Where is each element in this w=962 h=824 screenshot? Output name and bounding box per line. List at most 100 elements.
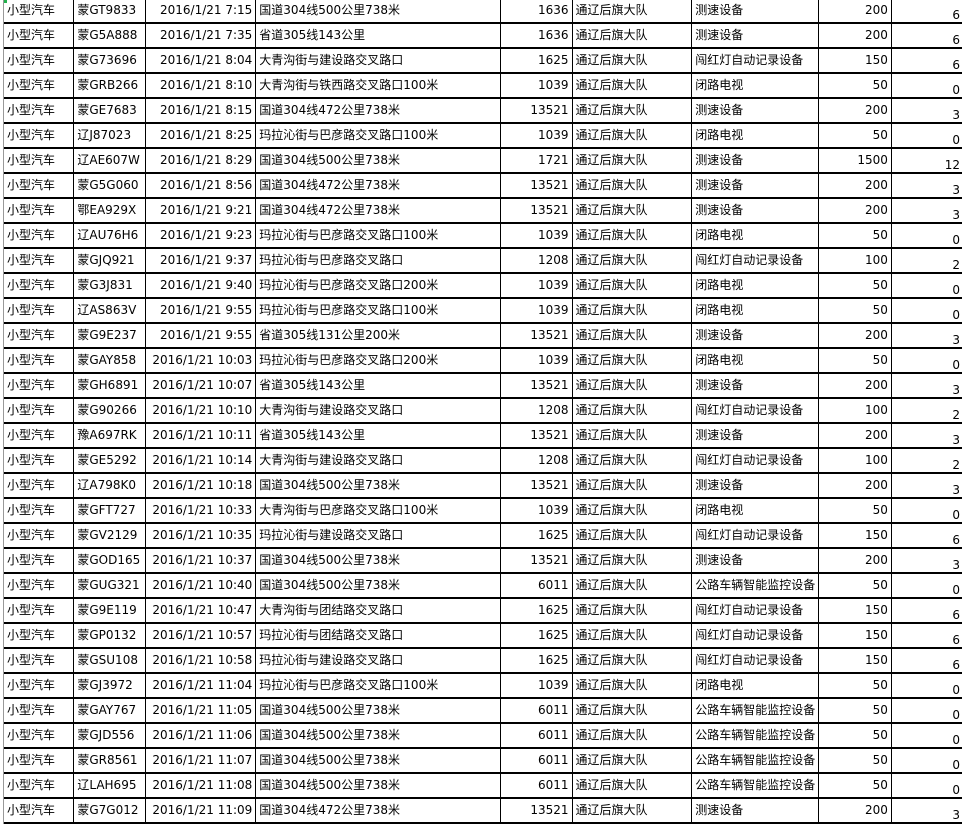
unit-cell[interactable]: 通辽后旗大队 [572, 273, 693, 299]
code-cell[interactable]: 1625 [500, 623, 573, 649]
plate-number-cell[interactable]: 辽A798K0 [73, 473, 147, 499]
fine-cell[interactable]: 50 [818, 773, 892, 799]
vehicle-type-cell[interactable]: 小型汽车 [4, 498, 75, 524]
code-cell[interactable]: 1625 [500, 48, 573, 74]
location-cell[interactable]: 国道304线472公里738米 [255, 98, 501, 124]
datetime-cell[interactable]: 2016/1/21 8:25 [145, 123, 257, 149]
vehicle-type-cell[interactable]: 小型汽车 [4, 173, 75, 199]
vehicle-type-cell[interactable]: 小型汽车 [4, 323, 75, 349]
unit-cell[interactable]: 通辽后旗大队 [572, 148, 693, 174]
plate-number-cell[interactable]: 蒙GRB266 [73, 73, 147, 99]
plate-number-cell[interactable]: 蒙GE7683 [73, 98, 147, 124]
points-cell[interactable]: 6 [891, 598, 962, 624]
device-cell[interactable]: 闯红灯自动记录设备 [691, 248, 820, 274]
code-cell[interactable]: 13521 [500, 373, 573, 399]
device-cell[interactable]: 公路车辆智能监控设备 [691, 748, 820, 774]
fine-cell[interactable]: 200 [818, 198, 892, 224]
points-cell[interactable]: 6 [891, 0, 962, 24]
fine-cell[interactable]: 200 [818, 98, 892, 124]
unit-cell[interactable]: 通辽后旗大队 [572, 673, 693, 699]
unit-cell[interactable]: 通辽后旗大队 [572, 423, 693, 449]
points-cell[interactable]: 6 [891, 623, 962, 649]
code-cell[interactable]: 1039 [500, 123, 573, 149]
vehicle-type-cell[interactable]: 小型汽车 [4, 348, 75, 374]
unit-cell[interactable]: 通辽后旗大队 [572, 48, 693, 74]
plate-number-cell[interactable]: 蒙GE5292 [73, 448, 147, 474]
location-cell[interactable]: 国道304线500公里738米 [255, 573, 501, 599]
location-cell[interactable]: 省道305线143公里 [255, 373, 501, 399]
unit-cell[interactable]: 通辽后旗大队 [572, 248, 693, 274]
datetime-cell[interactable]: 2016/1/21 10:37 [145, 548, 257, 574]
location-cell[interactable]: 玛拉沁街与巴彦路交叉路口100米 [255, 673, 501, 699]
device-cell[interactable]: 闭路电视 [691, 273, 820, 299]
code-cell[interactable]: 6011 [500, 698, 573, 724]
datetime-cell[interactable]: 2016/1/21 11:08 [145, 773, 257, 799]
location-cell[interactable]: 省道305线143公里 [255, 423, 501, 449]
fine-cell[interactable]: 50 [818, 73, 892, 99]
points-cell[interactable]: 12 [891, 148, 962, 174]
location-cell[interactable]: 国道304线472公里738米 [255, 173, 501, 199]
points-cell[interactable]: 6 [891, 648, 962, 674]
location-cell[interactable]: 玛拉沁街与建设路交叉路口 [255, 523, 501, 549]
plate-number-cell[interactable]: 蒙GV2129 [73, 523, 147, 549]
points-cell[interactable]: 0 [891, 348, 962, 374]
location-cell[interactable]: 大青沟街与建设路交叉路口 [255, 398, 501, 424]
location-cell[interactable]: 玛拉沁街与团结路交叉路口 [255, 623, 501, 649]
plate-number-cell[interactable]: 蒙G3J831 [73, 273, 147, 299]
plate-number-cell[interactable]: 辽LAH695 [73, 773, 147, 799]
points-cell[interactable]: 0 [891, 673, 962, 699]
unit-cell[interactable]: 通辽后旗大队 [572, 698, 693, 724]
fine-cell[interactable]: 100 [818, 248, 892, 274]
unit-cell[interactable]: 通辽后旗大队 [572, 723, 693, 749]
device-cell[interactable]: 测速设备 [691, 323, 820, 349]
points-cell[interactable]: 2 [891, 448, 962, 474]
vehicle-type-cell[interactable]: 小型汽车 [4, 398, 75, 424]
location-cell[interactable]: 玛拉沁街与建设路交叉路口 [255, 648, 501, 674]
device-cell[interactable]: 闯红灯自动记录设备 [691, 598, 820, 624]
location-cell[interactable]: 国道304线500公里738米 [255, 0, 501, 24]
points-cell[interactable]: 3 [891, 373, 962, 399]
device-cell[interactable]: 闭路电视 [691, 673, 820, 699]
plate-number-cell[interactable]: 辽J87023 [73, 123, 147, 149]
datetime-cell[interactable]: 2016/1/21 11:05 [145, 698, 257, 724]
code-cell[interactable]: 1625 [500, 598, 573, 624]
datetime-cell[interactable]: 2016/1/21 8:56 [145, 173, 257, 199]
plate-number-cell[interactable]: 蒙GR8561 [73, 748, 147, 774]
fine-cell[interactable]: 50 [818, 723, 892, 749]
code-cell[interactable]: 13521 [500, 198, 573, 224]
datetime-cell[interactable]: 2016/1/21 10:57 [145, 623, 257, 649]
location-cell[interactable]: 国道304线500公里738米 [255, 723, 501, 749]
datetime-cell[interactable]: 2016/1/21 11:06 [145, 723, 257, 749]
location-cell[interactable]: 玛拉沁街与巴彦路交叉路口100米 [255, 123, 501, 149]
unit-cell[interactable]: 通辽后旗大队 [572, 23, 693, 49]
datetime-cell[interactable]: 2016/1/21 9:55 [145, 323, 257, 349]
fine-cell[interactable]: 50 [818, 298, 892, 324]
datetime-cell[interactable]: 2016/1/21 7:15 [145, 0, 257, 24]
vehicle-type-cell[interactable]: 小型汽车 [4, 148, 75, 174]
points-cell[interactable]: 3 [891, 173, 962, 199]
code-cell[interactable]: 13521 [500, 98, 573, 124]
fine-cell[interactable]: 200 [818, 373, 892, 399]
unit-cell[interactable]: 通辽后旗大队 [572, 773, 693, 799]
datetime-cell[interactable]: 2016/1/21 10:07 [145, 373, 257, 399]
datetime-cell[interactable]: 2016/1/21 10:10 [145, 398, 257, 424]
points-cell[interactable]: 3 [891, 98, 962, 124]
unit-cell[interactable]: 通辽后旗大队 [572, 448, 693, 474]
fine-cell[interactable]: 100 [818, 398, 892, 424]
location-cell[interactable]: 国道304线500公里738米 [255, 473, 501, 499]
unit-cell[interactable]: 通辽后旗大队 [572, 73, 693, 99]
datetime-cell[interactable]: 2016/1/21 7:35 [145, 23, 257, 49]
vehicle-type-cell[interactable]: 小型汽车 [4, 623, 75, 649]
device-cell[interactable]: 测速设备 [691, 373, 820, 399]
points-cell[interactable]: 3 [891, 798, 962, 824]
code-cell[interactable]: 13521 [500, 323, 573, 349]
plate-number-cell[interactable]: 蒙GJQ921 [73, 248, 147, 274]
vehicle-type-cell[interactable]: 小型汽车 [4, 548, 75, 574]
unit-cell[interactable]: 通辽后旗大队 [572, 598, 693, 624]
datetime-cell[interactable]: 2016/1/21 10:33 [145, 498, 257, 524]
code-cell[interactable]: 6011 [500, 723, 573, 749]
points-cell[interactable]: 0 [891, 723, 962, 749]
points-cell[interactable]: 0 [891, 73, 962, 99]
vehicle-type-cell[interactable]: 小型汽车 [4, 373, 75, 399]
plate-number-cell[interactable]: 蒙GJ3972 [73, 673, 147, 699]
